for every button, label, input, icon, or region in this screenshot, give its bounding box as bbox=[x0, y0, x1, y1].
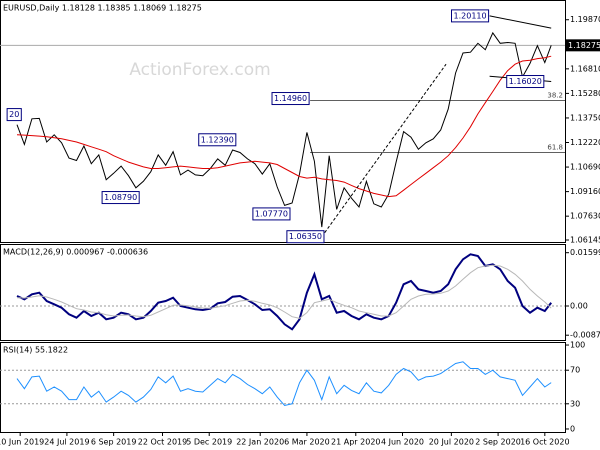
x-tick-label: 21 Apr 2020 bbox=[331, 438, 380, 447]
y-tick-label: 70 bbox=[570, 366, 580, 375]
fib-label: 38.2 bbox=[547, 91, 563, 99]
y-tick-label: 1.09160 bbox=[570, 187, 600, 196]
last-price-box bbox=[566, 39, 600, 52]
chart-title: EURUSD,Daily 1.18128 1.18385 1.18069 1.1… bbox=[3, 4, 202, 13]
x-tick-label: 6 Mar 2020 bbox=[284, 438, 330, 447]
trendline bbox=[489, 15, 552, 29]
x-tick-label: 2 Sep 2020 bbox=[475, 438, 521, 447]
price-label-box bbox=[252, 207, 291, 221]
x-tick-label: 20 Jul 2020 bbox=[429, 438, 474, 447]
x-tick-label: 16 Oct 2020 bbox=[520, 438, 569, 447]
x-tick-label: 10 Jun 2019 bbox=[0, 438, 44, 447]
y-tick-label: 100 bbox=[570, 341, 585, 350]
y-tick-label: 1.07630 bbox=[570, 212, 600, 221]
x-tick-label: 22 Jan 2020 bbox=[236, 438, 284, 447]
price-label-box bbox=[506, 75, 545, 89]
price-label: 1.20110 bbox=[454, 11, 487, 20]
y-tick-label: 1.16810 bbox=[570, 64, 600, 73]
y-tick-label: 1.12220 bbox=[570, 138, 600, 147]
fib-label: 61.8 bbox=[547, 143, 563, 151]
series-line bbox=[16, 55, 552, 198]
y-tick-label: 1.10690 bbox=[570, 163, 600, 172]
y-tick-label: -0.00876 bbox=[570, 331, 600, 340]
y-tick-label: 0.015991 bbox=[570, 248, 600, 257]
panel-title: MACD(12,26,9) 0.000967 -0.000636 bbox=[3, 248, 148, 257]
price-label: 1.06350 bbox=[289, 232, 322, 241]
y-tick-label: 0.00 bbox=[570, 302, 588, 311]
x-tick-label: 22 Oct 2019 bbox=[138, 438, 187, 447]
series-line bbox=[16, 264, 552, 319]
series-line bbox=[16, 253, 552, 331]
price-label-box bbox=[286, 230, 325, 244]
watermark: ActionForex.com bbox=[129, 60, 270, 80]
price-label: 20 bbox=[9, 110, 19, 119]
x-tick-label: 4 Jun 2020 bbox=[381, 438, 424, 447]
y-tick-label: 1.13750 bbox=[570, 113, 600, 122]
y-tick-label: 30 bbox=[570, 399, 580, 408]
panel-frame bbox=[0, 342, 566, 433]
series-line bbox=[16, 31, 552, 228]
y-tick-label: 1.06145 bbox=[570, 235, 600, 244]
price-label-box bbox=[6, 108, 22, 122]
price-label: 1.08790 bbox=[104, 193, 137, 202]
x-tick-label: 24 Jul 2019 bbox=[44, 438, 89, 447]
series-line bbox=[16, 361, 552, 407]
y-tick-label: 0 bbox=[570, 424, 575, 433]
price-label-box bbox=[198, 133, 237, 147]
y-tick-label: 1.19870 bbox=[570, 15, 600, 24]
price-label-box bbox=[451, 9, 490, 23]
price-label: 1.14960 bbox=[274, 94, 307, 103]
price-label: 1.12390 bbox=[201, 135, 234, 144]
x-tick-label: 6 Sep 2019 bbox=[91, 438, 137, 447]
x-tick-label: 5 Dec 2019 bbox=[186, 438, 232, 447]
last-price-label: 1.18275 bbox=[568, 41, 600, 50]
price-label: 1.07770 bbox=[255, 209, 288, 218]
price-label-box bbox=[101, 191, 140, 205]
panel-title: RSI(14) 55.1822 bbox=[3, 346, 68, 355]
y-tick-label: 1.15280 bbox=[570, 89, 600, 98]
panel-frame bbox=[0, 0, 566, 243]
price-label-box bbox=[271, 92, 310, 106]
price-label: 1.16020 bbox=[509, 77, 542, 86]
trendline bbox=[321, 63, 447, 237]
panel-frame bbox=[0, 244, 566, 341]
